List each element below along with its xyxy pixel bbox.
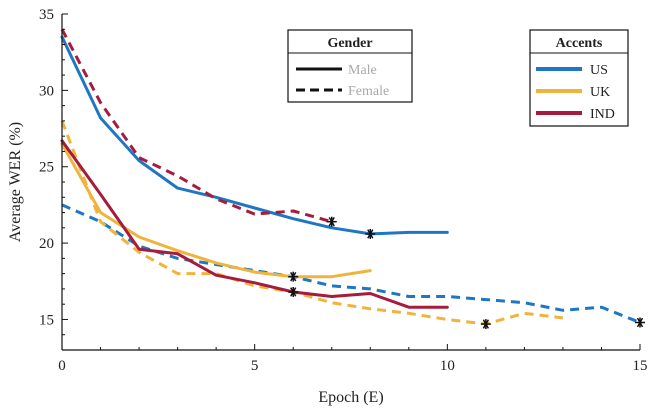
x-tick-label: 10 [440,358,455,374]
y-tick-label: 30 [39,83,54,99]
legend-label-ind: IND [590,107,615,122]
legend-label-uk: UK [590,85,610,100]
y-tick-label: 25 [39,160,54,176]
legend-box [529,29,629,127]
x-tick-label: 15 [633,358,648,374]
series-line-ind-male [60,139,449,309]
marker-ind-male [288,286,299,297]
series-line-us-male [60,35,449,236]
marker-ind-female [326,216,337,227]
legend-title: Gender [327,36,372,51]
y-tick-label: 35 [39,7,54,23]
legend-gender: Gender Male Female [287,29,413,103]
x-axis-label: Epoch (E) [318,389,383,406]
y-tick-label: 15 [39,312,54,328]
legend-label-male: Male [348,63,377,78]
legend-title: Accents [556,36,603,51]
marker-us-male [365,228,376,239]
legend-label-female: Female [348,84,389,99]
marker-uk-female [480,319,491,330]
marker-uk-male [288,271,299,282]
y-axis-label: Average WER (%) [7,122,24,242]
legend-accents: Accents US UK IND [529,29,629,127]
legend-box [287,29,413,103]
x-tick-label: 5 [251,358,259,374]
x-tick-label: 0 [58,358,66,374]
legend-label-us: US [590,63,608,78]
series-line-ind-female [60,28,333,224]
y-tick-label: 20 [39,236,54,252]
series-line-uk-male [60,142,372,279]
marker-us-female [635,317,645,328]
